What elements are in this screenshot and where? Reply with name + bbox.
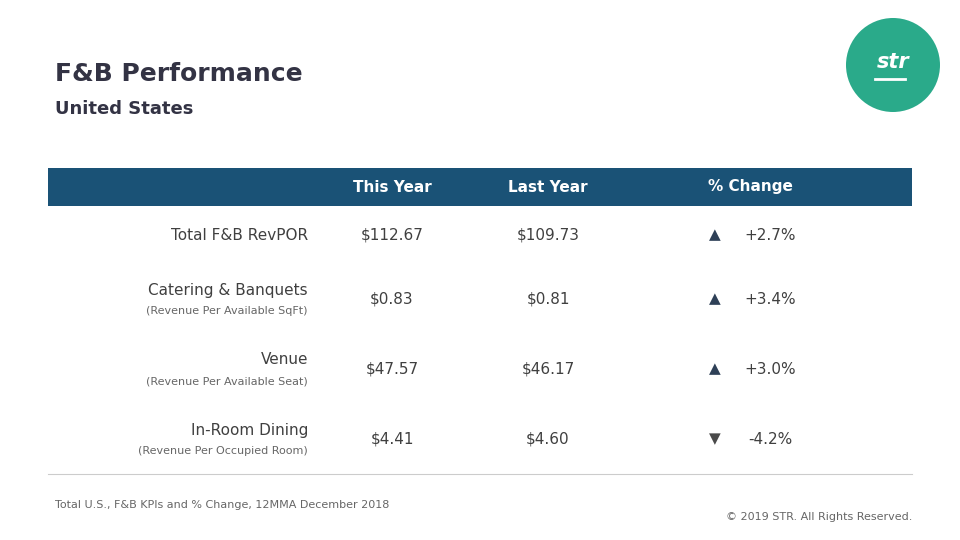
- Text: (Revenue Per Available SqFt): (Revenue Per Available SqFt): [147, 306, 308, 316]
- Text: $109.73: $109.73: [516, 227, 580, 242]
- Text: $112.67: $112.67: [361, 227, 423, 242]
- Text: +3.0%: +3.0%: [744, 361, 796, 376]
- FancyBboxPatch shape: [48, 168, 912, 206]
- Text: ▲: ▲: [709, 292, 721, 307]
- Text: Total U.S., F&B KPIs and % Change, 12MMA December 2018: Total U.S., F&B KPIs and % Change, 12MMA…: [55, 500, 390, 510]
- FancyBboxPatch shape: [48, 206, 912, 264]
- Text: © 2019 STR. All Rights Reserved.: © 2019 STR. All Rights Reserved.: [726, 512, 912, 522]
- Text: $4.41: $4.41: [371, 431, 414, 447]
- Text: Total F&B RevPOR: Total F&B RevPOR: [171, 227, 308, 242]
- Text: ▼: ▼: [709, 431, 721, 447]
- Text: $4.60: $4.60: [526, 431, 570, 447]
- Text: F&B Performance: F&B Performance: [55, 62, 302, 86]
- FancyBboxPatch shape: [48, 334, 912, 404]
- Text: $0.83: $0.83: [371, 292, 414, 307]
- Text: (Revenue Per Occupied Room): (Revenue Per Occupied Room): [138, 446, 308, 456]
- Text: $0.81: $0.81: [526, 292, 569, 307]
- Text: ▲: ▲: [709, 361, 721, 376]
- Text: In-Room Dining: In-Room Dining: [191, 422, 308, 437]
- Text: (Revenue Per Available Seat): (Revenue Per Available Seat): [146, 376, 308, 386]
- Text: +3.4%: +3.4%: [744, 292, 796, 307]
- Text: United States: United States: [55, 100, 193, 118]
- Text: ▲: ▲: [709, 227, 721, 242]
- FancyBboxPatch shape: [48, 264, 912, 334]
- Text: Last Year: Last Year: [508, 179, 588, 194]
- Text: Venue: Venue: [260, 353, 308, 368]
- Text: Catering & Banquets: Catering & Banquets: [149, 282, 308, 298]
- Text: This Year: This Year: [352, 179, 431, 194]
- Text: +2.7%: +2.7%: [744, 227, 796, 242]
- Text: $47.57: $47.57: [366, 361, 419, 376]
- Text: -4.2%: -4.2%: [748, 431, 792, 447]
- FancyBboxPatch shape: [48, 404, 912, 474]
- Ellipse shape: [846, 18, 940, 112]
- Text: $46.17: $46.17: [521, 361, 575, 376]
- Text: % Change: % Change: [708, 179, 792, 194]
- Text: str: str: [876, 52, 909, 72]
